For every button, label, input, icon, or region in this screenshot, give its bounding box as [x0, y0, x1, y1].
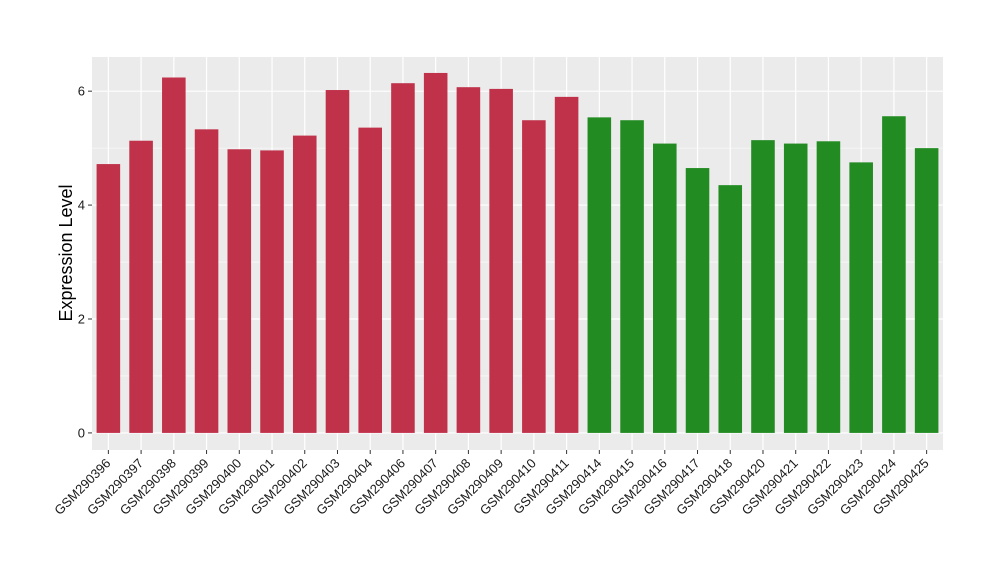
bar-GSM290422: [816, 141, 841, 433]
y-tick-label: 0: [78, 425, 85, 440]
bar-GSM290403: [325, 90, 350, 433]
x-axis: GSM290396GSM290397GSM290398GSM290399GSM2…: [51, 450, 932, 518]
bar-GSM290418: [718, 185, 743, 433]
bar-GSM290402: [292, 135, 317, 433]
bar-GSM290416: [653, 143, 677, 433]
y-axis: 0 2 4 6: [78, 84, 92, 440]
bar-GSM290401: [260, 150, 284, 433]
bar-GSM290409: [489, 88, 513, 433]
bar-GSM290404: [358, 127, 382, 433]
y-tick-label: 6: [78, 84, 85, 99]
bar-GSM290408: [456, 87, 481, 433]
bars: [96, 72, 939, 433]
bar-GSM290425: [914, 148, 939, 433]
bar-GSM290400: [227, 149, 252, 433]
bar-GSM290410: [522, 120, 546, 433]
y-axis-title: Expression Level: [56, 184, 76, 321]
bar-GSM290415: [620, 120, 644, 433]
bar-GSM290414: [587, 117, 612, 433]
y-tick-label: 2: [78, 312, 85, 327]
bar-GSM290398: [162, 77, 186, 433]
bar-GSM290407: [423, 72, 448, 433]
bar-GSM290399: [194, 129, 219, 433]
bar-GSM290397: [129, 140, 153, 433]
bar-GSM290420: [751, 140, 775, 433]
plot-panel: [92, 57, 943, 450]
bar-GSM290411: [554, 96, 579, 433]
y-tick-label: 4: [78, 198, 85, 213]
bar-GSM290424: [882, 116, 906, 433]
bar-GSM290406: [391, 83, 415, 433]
bar-GSM290417: [685, 168, 710, 433]
bar-GSM290421: [783, 143, 808, 433]
bar-GSM290423: [849, 162, 873, 433]
bar-GSM290396: [96, 164, 121, 433]
